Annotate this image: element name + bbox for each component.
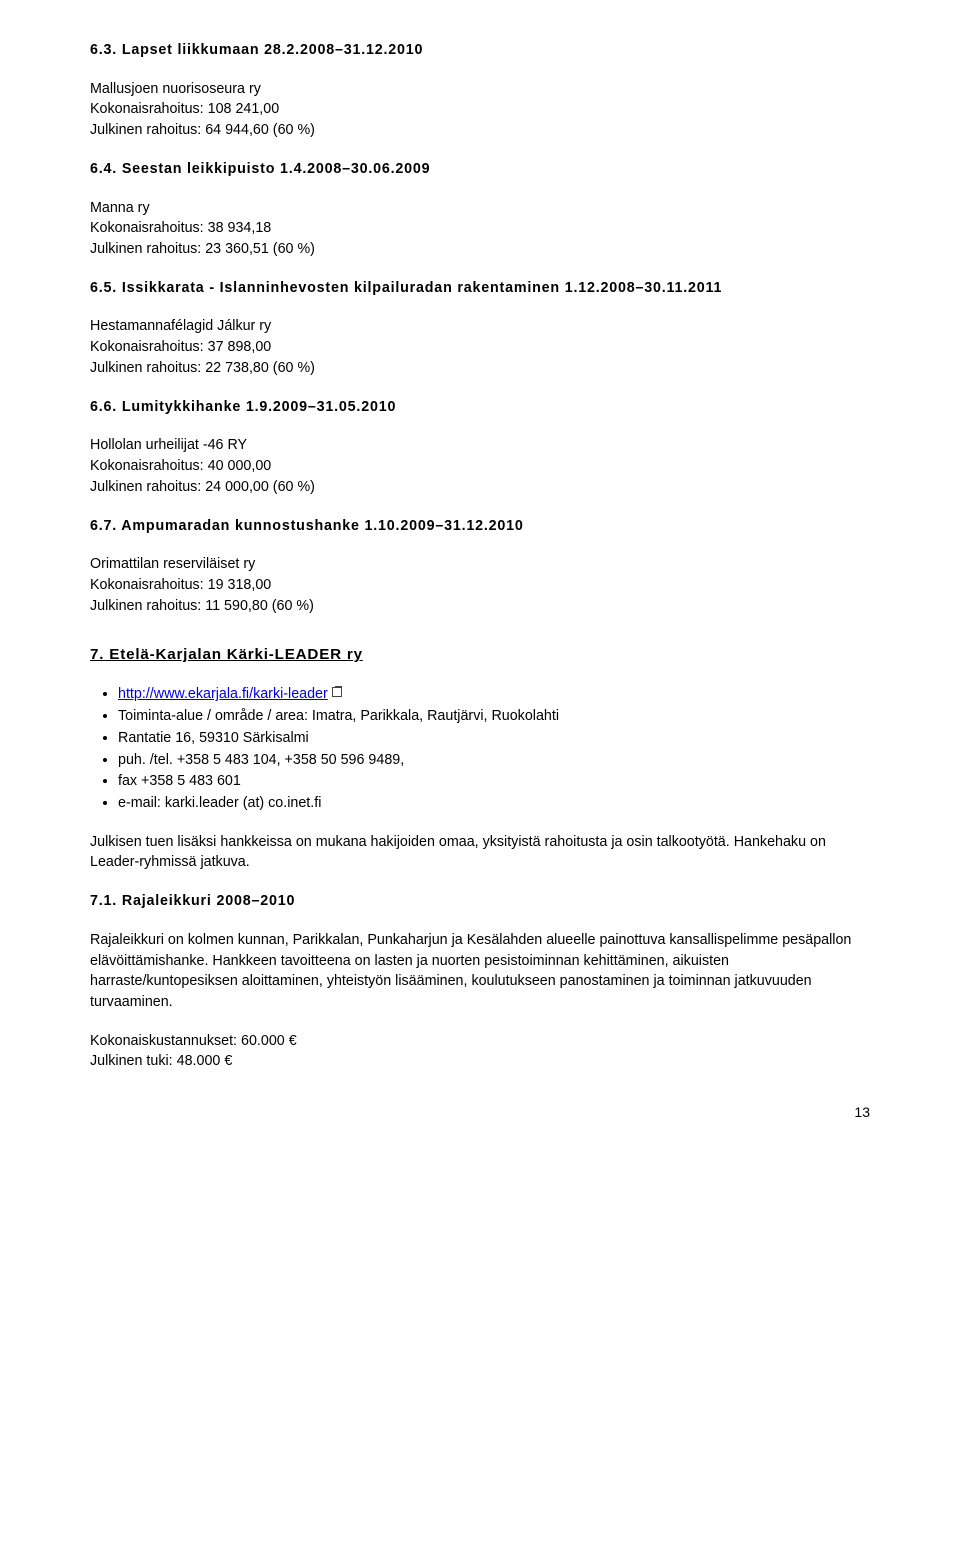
heading-6-4: 6.4. Seestan leikkipuisto 1.4.2008–30.06… bbox=[90, 159, 870, 180]
org-6-4: Manna ry bbox=[90, 198, 870, 219]
org-6-5: Hestamannafélagid Jálkur ry bbox=[90, 316, 870, 337]
total-6-5: Kokonaisrahoitus: 37 898,00 bbox=[90, 337, 870, 358]
public-6-3: Julkinen rahoitus: 64 944,60 (60 %) bbox=[90, 120, 870, 141]
public-6-6: Julkinen rahoitus: 24 000,00 (60 %) bbox=[90, 477, 870, 498]
public-6-7: Julkinen rahoitus: 11 590,80 (60 %) bbox=[90, 596, 870, 617]
heading-6-3: 6.3. Lapset liikkumaan 28.2.2008–31.12.2… bbox=[90, 40, 870, 61]
list-item: Toiminta-alue / område / area: Imatra, P… bbox=[118, 706, 870, 727]
website-link[interactable]: http://www.ekarjala.fi/karki-leader bbox=[118, 686, 328, 702]
heading-7: 7. Etelä-Karjalan Kärki-LEADER ry bbox=[90, 644, 870, 666]
external-link-icon bbox=[332, 687, 342, 697]
heading-7-1: 7.1. Rajaleikkuri 2008–2010 bbox=[90, 891, 870, 912]
heading-6-6: 6.6. Lumitykkihanke 1.9.2009–31.05.2010 bbox=[90, 397, 870, 418]
total-6-6: Kokonaisrahoitus: 40 000,00 bbox=[90, 456, 870, 477]
org-6-6: Hollolan urheilijat -46 RY bbox=[90, 435, 870, 456]
total-6-7: Kokonaisrahoitus: 19 318,00 bbox=[90, 575, 870, 596]
heading-6-7: 6.7. Ampumaradan kunnostushanke 1.10.200… bbox=[90, 516, 870, 537]
page-number: 13 bbox=[90, 1102, 870, 1122]
list-item: e-mail: karki.leader (at) co.inet.fi bbox=[118, 793, 870, 814]
list-item: http://www.ekarjala.fi/karki-leader bbox=[118, 684, 870, 705]
public-7-1: Julkinen tuki: 48.000 € bbox=[90, 1051, 870, 1072]
list-item: Rantatie 16, 59310 Särkisalmi bbox=[118, 728, 870, 749]
list-item: puh. /tel. +358 5 483 104, +358 50 596 9… bbox=[118, 750, 870, 771]
org-6-3: Mallusjoen nuorisoseura ry bbox=[90, 79, 870, 100]
public-6-5: Julkinen rahoitus: 22 738,80 (60 %) bbox=[90, 358, 870, 379]
total-6-4: Kokonaisrahoitus: 38 934,18 bbox=[90, 218, 870, 239]
list-item: fax +358 5 483 601 bbox=[118, 771, 870, 792]
desc-7-1: Rajaleikkuri on kolmen kunnan, Parikkala… bbox=[90, 930, 870, 1013]
public-6-4: Julkinen rahoitus: 23 360,51 (60 %) bbox=[90, 239, 870, 260]
total-6-3: Kokonaisrahoitus: 108 241,00 bbox=[90, 99, 870, 120]
contact-list: http://www.ekarjala.fi/karki-leader Toim… bbox=[118, 684, 870, 813]
section7-intro-paragraph: Julkisen tuen lisäksi hankkeissa on muka… bbox=[90, 832, 870, 873]
heading-6-5: 6.5. Issikkarata - Islanninhevosten kilp… bbox=[90, 278, 870, 299]
total-7-1: Kokonaiskustannukset: 60.000 € bbox=[90, 1031, 870, 1052]
org-6-7: Orimattilan reserviläiset ry bbox=[90, 554, 870, 575]
